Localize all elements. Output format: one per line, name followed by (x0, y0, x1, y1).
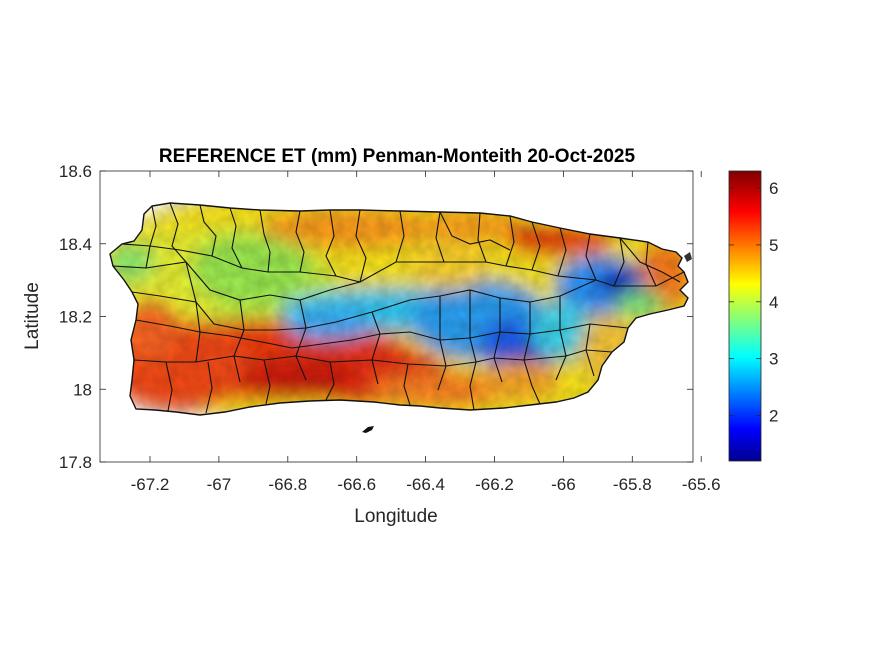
municipality-boundary (505, 215, 515, 267)
colorbar (728, 170, 762, 462)
vieques-tip (684, 252, 692, 262)
chart-title: REFERENCE ET (mm) Penman-Monteith 20-Oct… (159, 146, 636, 167)
caja-de-muertos-island (362, 426, 374, 433)
municipality-boundary (477, 212, 487, 263)
colorbar-tick-label: 2 (769, 407, 778, 426)
municipality-boundary (557, 227, 567, 277)
colorbar-tick-label: 5 (769, 236, 778, 255)
municipality-boundary (185, 261, 201, 363)
municipality-boundary (133, 349, 613, 367)
x-axis: -67.2 -67 -66.8 -66.6 -66.4 -66.2 -66 -65.8 -65.… (131, 171, 721, 494)
municipality-boundary (523, 302, 533, 387)
municipality-boundary (205, 361, 213, 414)
municipality-boundary (131, 279, 597, 331)
municipality-boundary (435, 211, 445, 263)
y-tick-label: 18 (73, 380, 92, 399)
municipality-boundary (585, 233, 597, 281)
x-axis-label: Longitude (354, 506, 437, 527)
municipality-boundary (493, 298, 503, 383)
y-tick-label: 17.8 (59, 453, 92, 472)
municipality-boundary (229, 207, 243, 269)
y-tick-label: 18.6 (59, 162, 92, 181)
municipality-boundary (325, 361, 335, 401)
municipality-boundary (165, 361, 173, 412)
municipality-boundary (555, 296, 567, 381)
municipality-boundary (355, 209, 367, 283)
municipality-boundary (469, 290, 477, 363)
municipality-boundary (371, 311, 381, 385)
municipality-boundary (199, 204, 217, 257)
y-tick-label: 18.2 (59, 308, 92, 327)
island-outline (109, 202, 689, 416)
municipality-boundary (531, 221, 541, 271)
x-tick-label: -66.6 (337, 475, 376, 494)
colorbar-tick-label: 3 (769, 350, 778, 369)
x-tick-label: -66 (551, 475, 576, 494)
x-tick-label: -65.6 (682, 475, 721, 494)
colorbar-ticks: 2 3 4 5 6 (729, 179, 778, 426)
municipality-boundary (403, 363, 411, 406)
municipal-boundaries (112, 202, 685, 414)
municipality-boundary (325, 209, 337, 277)
municipality-boundary (259, 209, 271, 273)
municipality-boundary (469, 361, 477, 411)
municipality-boundary (295, 299, 307, 381)
x-tick-label: -65.8 (613, 475, 652, 494)
municipality-boundary (169, 202, 187, 263)
y-axis-label: Latitude (22, 282, 43, 350)
x-tick-label: -66.8 (268, 475, 307, 494)
municipality-boundary (263, 359, 271, 405)
colorbar-tick-label: 6 (769, 179, 778, 198)
municipality-boundary (233, 299, 245, 383)
x-tick-label: -67.2 (131, 475, 170, 494)
municipality-boundary (619, 237, 681, 283)
municipality-boundary (531, 385, 541, 405)
municipality-boundary (295, 210, 305, 273)
y-tick-label: 18.4 (59, 235, 92, 254)
municipality-boundary (145, 205, 157, 269)
municipality-boundary (645, 241, 657, 287)
x-tick-label: -67 (207, 475, 232, 494)
municipality-boundary (395, 210, 405, 263)
y-axis: 17.8 18 18.2 18.4 18.6 (59, 162, 693, 472)
x-tick-label: -66.4 (406, 475, 445, 494)
municipality-boundary (613, 237, 625, 287)
municipality-boundary (439, 211, 511, 251)
municipality-boundary (437, 296, 447, 391)
colorbar-tick-label: 4 (769, 293, 778, 312)
x-tick-label: -66.2 (475, 475, 514, 494)
